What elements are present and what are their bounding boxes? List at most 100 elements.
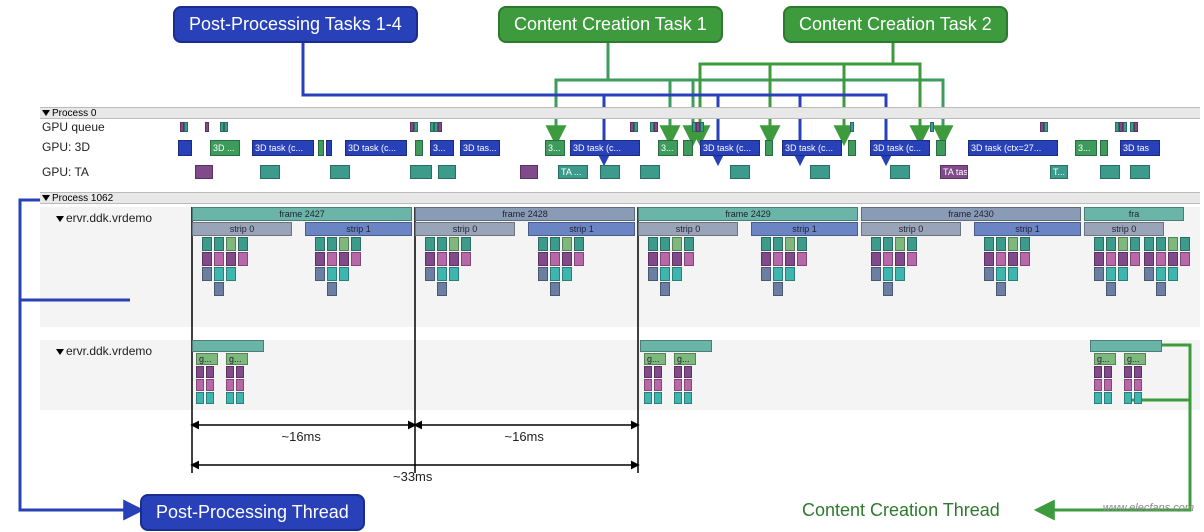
stack-cell xyxy=(648,237,658,251)
stack-cell xyxy=(538,267,548,281)
stack-cell xyxy=(449,237,459,251)
row-label-thread-a[interactable]: ervr.ddk.vrdemo xyxy=(56,211,152,225)
stack-cell xyxy=(315,252,325,266)
gpu-ta-task[interactable] xyxy=(520,165,538,179)
stack-cell xyxy=(984,252,994,266)
gpu-ta-task[interactable] xyxy=(600,165,620,179)
gpu-3d-task[interactable] xyxy=(683,140,693,156)
gpu-ta-task[interactable] xyxy=(890,165,910,179)
gpu-queue-tick xyxy=(850,122,854,132)
gpu-3d-task[interactable]: 3D task (c... xyxy=(700,140,760,156)
gpu-3d-task[interactable]: 3... xyxy=(658,140,678,156)
stack-cell xyxy=(202,237,212,251)
gpu-ta-task[interactable] xyxy=(1100,165,1120,179)
frame-bar[interactable]: frame 2429 xyxy=(638,207,858,221)
stack-cell xyxy=(574,237,584,251)
gpu-3d-task[interactable]: 3D tas xyxy=(1120,140,1160,156)
stack-cell xyxy=(761,267,771,281)
thread-b-stack xyxy=(236,379,244,391)
strip-bar[interactable]: strip 1 xyxy=(974,222,1081,236)
thread-b-item[interactable]: g... xyxy=(226,353,248,365)
stack-cell xyxy=(1130,237,1140,251)
gpu-ta-task[interactable] xyxy=(810,165,830,179)
strip-bar[interactable]: strip 0 xyxy=(415,222,515,236)
gpu-ta-task[interactable] xyxy=(1130,165,1150,179)
strip-bar[interactable]: strip 0 xyxy=(1084,222,1164,236)
stack-cell xyxy=(1106,237,1116,251)
gpu-3d-task[interactable] xyxy=(765,140,773,156)
stack-cell xyxy=(1168,267,1178,281)
gpu-3d-task[interactable]: 3... xyxy=(545,140,565,156)
gpu-3d-task[interactable] xyxy=(326,140,332,156)
gpu-ta-task[interactable] xyxy=(195,165,213,179)
strip-bar[interactable]: strip 0 xyxy=(192,222,292,236)
gpu-3d-task[interactable]: 3D tas... xyxy=(460,140,500,156)
frame-bar[interactable]: frame 2427 xyxy=(192,207,412,221)
stack-cell xyxy=(1156,237,1166,251)
strip-bar[interactable]: strip 1 xyxy=(751,222,858,236)
stack-cell xyxy=(437,267,447,281)
thread-b-stack xyxy=(684,366,692,378)
stack-cell xyxy=(1144,252,1154,266)
gpu-3d-task[interactable] xyxy=(1100,140,1108,156)
frame-bar[interactable]: fra xyxy=(1084,207,1184,221)
gpu-queue-tick xyxy=(224,122,228,132)
thread-b-item[interactable]: g... xyxy=(196,353,218,365)
gpu-3d-task[interactable]: 3D task (ctx=27... xyxy=(968,140,1058,156)
thread-b-stack xyxy=(1104,392,1112,404)
frame-bar[interactable]: frame 2428 xyxy=(415,207,635,221)
thread-b-item[interactable]: g... xyxy=(1094,353,1116,365)
thread-b-item[interactable]: g... xyxy=(644,353,666,365)
gpu-3d-task[interactable]: 3D task (c... xyxy=(345,140,407,156)
gpu-queue-tick xyxy=(1134,122,1138,132)
gpu-3d-task[interactable] xyxy=(936,140,946,156)
gpu-ta-task[interactable] xyxy=(410,165,432,179)
strip-bar[interactable]: strip 0 xyxy=(861,222,961,236)
gpu-queue-tick xyxy=(700,122,704,132)
stack-cell xyxy=(214,282,224,296)
row-label-thread-b[interactable]: ervr.ddk.vrdemo xyxy=(56,344,152,358)
thread-b-stack xyxy=(236,366,244,378)
stack-cell xyxy=(871,237,881,251)
gpu-ta-task[interactable] xyxy=(330,165,350,179)
strip-bar[interactable]: strip 1 xyxy=(528,222,635,236)
gpu-3d-task[interactable]: 3D task (c... xyxy=(782,140,842,156)
gpu-3d-task[interactable] xyxy=(415,140,423,156)
gpu-ta-task[interactable]: TA ... xyxy=(558,165,588,179)
gpu-ta-task[interactable]: TA tas... xyxy=(940,165,968,179)
gpu-3d-task[interactable]: 3D ... xyxy=(210,140,240,156)
gpu-ta-task[interactable]: T... xyxy=(1050,165,1068,179)
callout-pp_thread: Post-Processing Thread xyxy=(140,494,365,531)
stack-cell xyxy=(1118,267,1128,281)
stack-cell xyxy=(351,252,361,266)
callout-pp_tasks: Post-Processing Tasks 1-4 xyxy=(173,6,418,43)
row-label-gpu-ta: GPU: TA xyxy=(42,165,89,179)
gpu-3d-task[interactable]: 3D task (c... xyxy=(570,140,640,156)
gpu-ta-task[interactable] xyxy=(730,165,750,179)
gpu-3d-task[interactable] xyxy=(318,140,324,156)
strip-bar[interactable]: strip 0 xyxy=(638,222,738,236)
stack-cell xyxy=(907,252,917,266)
stack-cell xyxy=(773,237,783,251)
thread-b-item[interactable]: g... xyxy=(674,353,696,365)
row-label-gpu-queue: GPU queue xyxy=(42,120,105,134)
frame-bar[interactable]: frame 2430 xyxy=(861,207,1081,221)
gpu-queue-tick xyxy=(205,122,209,132)
gpu-ta-task[interactable] xyxy=(640,165,660,179)
gpu-3d-task[interactable] xyxy=(848,140,856,156)
stack-cell xyxy=(327,252,337,266)
gpu-3d-task[interactable]: 3D task (c... xyxy=(870,140,930,156)
gpu-ta-task[interactable] xyxy=(260,165,280,179)
stack-cell xyxy=(871,267,881,281)
gpu-3d-task[interactable] xyxy=(178,140,192,156)
thread-b-item[interactable]: g... xyxy=(1124,353,1146,365)
strip-bar[interactable]: strip 1 xyxy=(305,222,412,236)
section-process-1062[interactable]: Process 1062 xyxy=(40,192,1200,204)
section-process-0[interactable]: Process 0 xyxy=(40,107,1200,119)
gpu-ta-task[interactable] xyxy=(438,165,456,179)
stack-cell xyxy=(238,252,248,266)
gpu-3d-task[interactable]: 3... xyxy=(1075,140,1097,156)
stack-cell xyxy=(1094,252,1104,266)
gpu-3d-task[interactable]: 3D task (c... xyxy=(252,140,314,156)
gpu-3d-task[interactable]: 3... xyxy=(430,140,454,156)
